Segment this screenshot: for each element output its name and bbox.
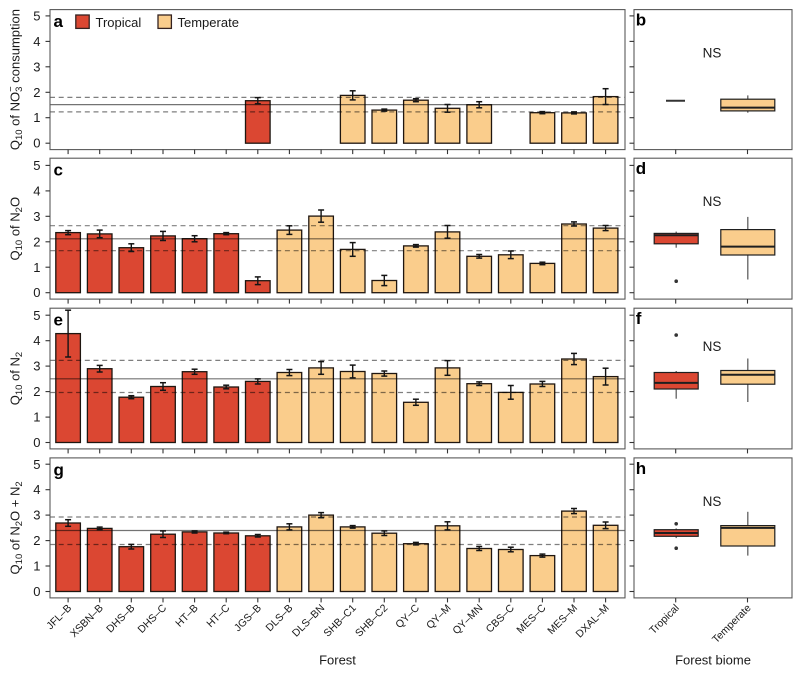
svg-text:3: 3 xyxy=(33,359,40,374)
svg-text:NS: NS xyxy=(703,494,722,509)
svg-text:NS: NS xyxy=(703,46,722,61)
svg-text:Q10​ of N2O: Q10​ of N2O xyxy=(7,197,25,261)
svg-text:b: b xyxy=(636,11,646,30)
svg-text:e: e xyxy=(54,311,63,330)
svg-text:3: 3 xyxy=(33,59,40,74)
svg-text:1: 1 xyxy=(33,110,40,125)
svg-text:3: 3 xyxy=(33,508,40,523)
svg-text:1: 1 xyxy=(33,559,40,574)
svg-text:5: 5 xyxy=(33,158,40,173)
svg-text:c: c xyxy=(54,161,63,180)
svg-text:g: g xyxy=(54,460,64,479)
svg-text:0: 0 xyxy=(33,584,40,599)
svg-text:5: 5 xyxy=(33,8,40,23)
svg-text:3: 3 xyxy=(33,209,40,224)
svg-text:f: f xyxy=(636,309,642,328)
svg-text:1: 1 xyxy=(33,410,40,425)
svg-text:d: d xyxy=(636,159,646,178)
svg-text:Tropical: Tropical xyxy=(96,15,142,30)
svg-text:1: 1 xyxy=(33,260,40,275)
svg-text:0: 0 xyxy=(33,285,40,300)
svg-text:2: 2 xyxy=(33,85,40,100)
svg-text:Q10​ of N2O + N2: Q10​ of N2O + N2 xyxy=(7,481,25,574)
svg-text:4: 4 xyxy=(33,482,40,497)
svg-text:4: 4 xyxy=(33,183,40,198)
svg-text:0: 0 xyxy=(33,435,40,450)
svg-text:2: 2 xyxy=(33,533,40,548)
svg-text:4: 4 xyxy=(33,34,40,49)
svg-text:Temperate: Temperate xyxy=(178,15,239,30)
svg-text:Forest: Forest xyxy=(319,653,356,668)
svg-text:NS: NS xyxy=(703,339,722,354)
svg-text:0: 0 xyxy=(33,136,40,151)
svg-text:Q10​ of N2: Q10​ of N2 xyxy=(7,352,25,405)
svg-text:a: a xyxy=(54,12,64,31)
svg-text:4: 4 xyxy=(33,333,40,348)
svg-text:NS: NS xyxy=(703,194,722,209)
svg-text:2: 2 xyxy=(33,234,40,249)
svg-text:5: 5 xyxy=(33,457,40,472)
svg-text:5: 5 xyxy=(33,308,40,323)
svg-text:h: h xyxy=(636,459,646,478)
svg-text:Forest biome: Forest biome xyxy=(675,653,751,668)
svg-text:Q10​ of NO3−​ consumption: Q10​ of NO3−​ consumption xyxy=(5,9,25,150)
svg-text:2: 2 xyxy=(33,384,40,399)
